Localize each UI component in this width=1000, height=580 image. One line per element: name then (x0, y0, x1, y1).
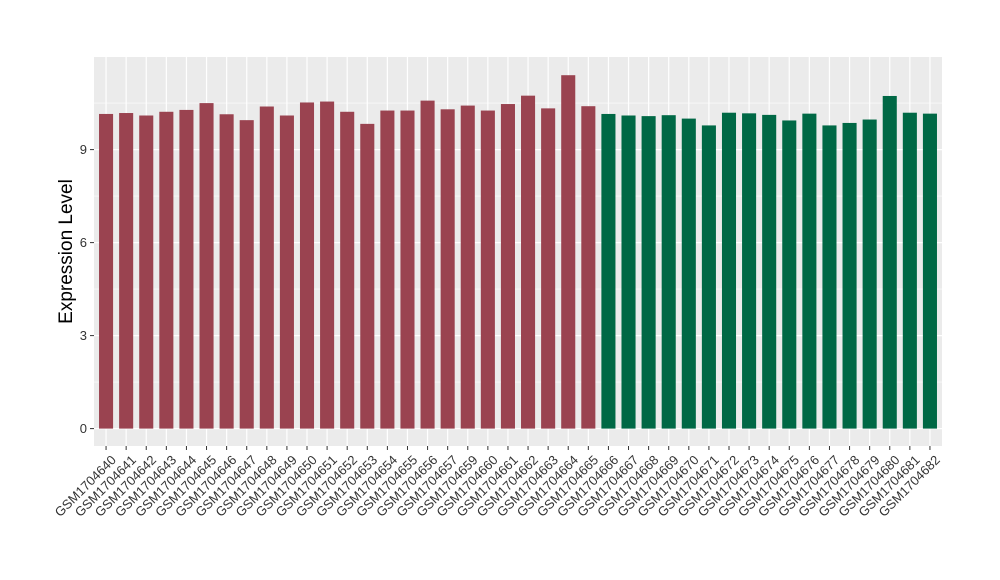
bar-GSM1704681 (902, 112, 917, 429)
bar-GSM1704661 (500, 104, 515, 429)
bar-GSM1704640 (99, 113, 114, 429)
bar-GSM1704672 (721, 112, 737, 429)
bar-GSM1704659 (460, 105, 475, 429)
bar-GSM1704665 (581, 106, 596, 429)
y-axis: 0 3 6 9 (80, 142, 94, 436)
y-tick-label: 0 (80, 421, 87, 436)
bar-GSM1704652 (340, 111, 355, 429)
bars (99, 75, 937, 429)
bar-GSM1704655 (400, 110, 415, 429)
bar-GSM1704676 (802, 113, 817, 429)
plot-panel (94, 57, 942, 446)
y-tick-label: 9 (80, 142, 87, 157)
x-axis: GSM1704640GSM1704641GSM1704642GSM1704643… (52, 446, 943, 520)
bar-GSM1704651 (320, 101, 335, 429)
bar-GSM1704671 (701, 125, 716, 429)
bar-GSM1704674 (762, 114, 777, 429)
bar-GSM1704642 (139, 115, 154, 429)
bar-GSM1704662 (521, 95, 536, 429)
y-tick-label: 3 (80, 328, 87, 343)
bar-GSM1704663 (541, 108, 556, 429)
bar-GSM1704650 (299, 102, 315, 429)
bar-GSM1704641 (119, 113, 134, 429)
bar-GSM1704645 (199, 103, 214, 429)
y-tick-label: 6 (80, 235, 87, 250)
bar-GSM1704669 (661, 115, 676, 429)
bar-GSM1704678 (842, 122, 857, 429)
bar-GSM1704653 (360, 123, 375, 429)
bar-GSM1704644 (179, 109, 194, 429)
bar-GSM1704675 (782, 120, 797, 429)
bar-GSM1704668 (641, 116, 656, 429)
bar-GSM1704660 (480, 110, 495, 429)
y-axis-title: Expression Level (56, 179, 77, 324)
bar-GSM1704647 (239, 120, 254, 429)
bar-GSM1704657 (440, 109, 455, 429)
bar-GSM1704646 (219, 114, 234, 429)
bar-GSM1704679 (862, 119, 877, 429)
bar-GSM1704680 (882, 95, 897, 429)
bar-GSM1704656 (420, 100, 435, 429)
bar-GSM1704648 (259, 106, 274, 429)
bar-GSM1704666 (601, 113, 616, 429)
bar-GSM1704673 (742, 113, 757, 429)
bar-GSM1704664 (561, 75, 576, 429)
bar-GSM1704667 (621, 115, 636, 429)
bar-GSM1704677 (822, 125, 837, 429)
bar-GSM1704682 (922, 113, 937, 429)
bar-GSM1704654 (380, 110, 395, 429)
grid-minor (94, 102, 942, 383)
bar-GSM1704643 (159, 111, 174, 429)
bar-GSM1704649 (279, 115, 294, 429)
bar-GSM1704670 (681, 118, 696, 429)
